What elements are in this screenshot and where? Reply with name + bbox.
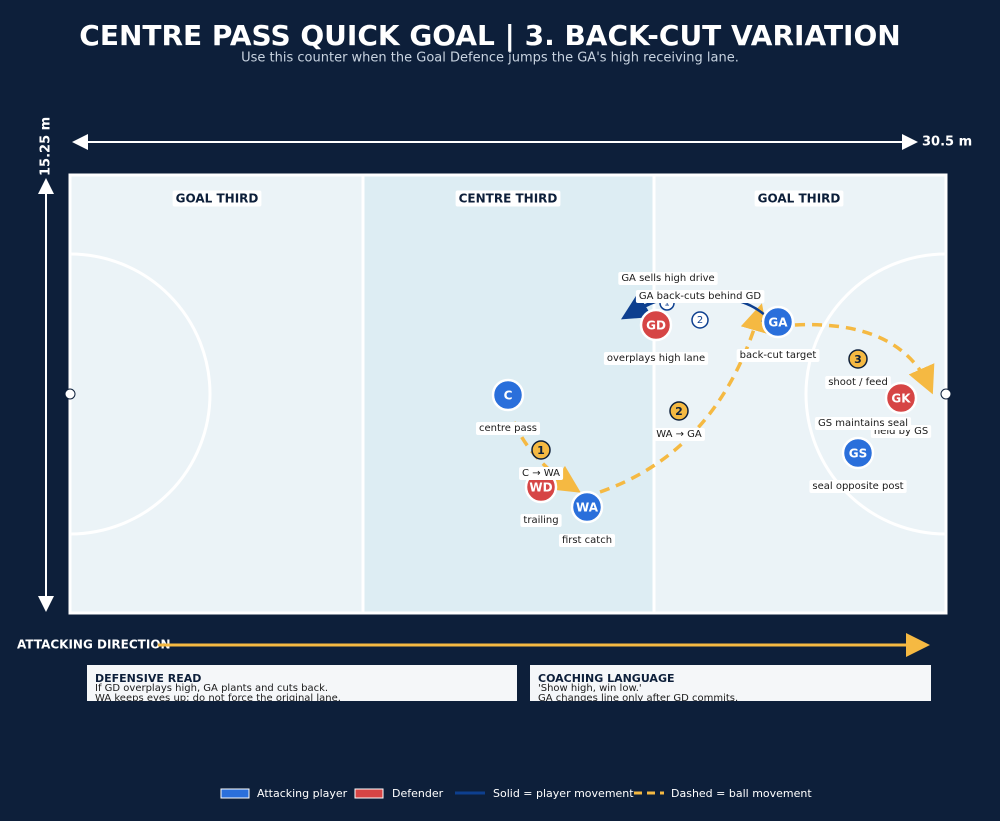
player-note: trailing: [523, 515, 558, 526]
label-box: [635, 290, 765, 303]
movement-label: GA sells high drive: [621, 273, 714, 284]
panel-line: 'Show high, win low.': [538, 683, 642, 694]
label-box: [653, 428, 705, 441]
legend-label: Attacking player: [257, 787, 348, 800]
annotation: GS maintains seal: [818, 418, 908, 429]
label-box: [475, 422, 541, 435]
step-label: shoot / feed: [828, 377, 888, 388]
player-note: centre pass: [479, 423, 537, 434]
player: [570, 490, 604, 524]
step-number: 1: [537, 444, 545, 457]
court: [64, 173, 952, 615]
label-box: [520, 514, 562, 527]
player-label: GD: [646, 319, 666, 333]
player-label: C: [504, 389, 513, 403]
legend-swatch: [354, 788, 384, 799]
panel: DEFENSIVE READ If GD overplays high, GA …: [87, 665, 517, 704]
step-label: WA → GA: [656, 429, 702, 440]
player: [761, 305, 795, 339]
zone-label: GOAL THIRD: [176, 192, 259, 206]
panel-title: COACHING LANGUAGE: [538, 672, 675, 685]
player: [884, 381, 918, 415]
subtitle: Use this counter when the Goal Defence j…: [241, 51, 739, 66]
label-box: [736, 349, 820, 362]
legend-label: Defender: [392, 787, 444, 800]
player-label: GK: [891, 392, 911, 406]
label-box: [618, 272, 718, 285]
label-box: [172, 190, 262, 207]
legend-label: Solid = player movement: [493, 787, 634, 800]
player-label: GS: [849, 447, 868, 461]
player: [841, 436, 875, 470]
legend-swatch: [220, 788, 250, 799]
player-label: WA: [576, 501, 599, 515]
zone-label: CENTRE THIRD: [459, 192, 558, 206]
title: CENTRE PASS QUICK GOAL | 3. BACK-CUT VAR…: [79, 19, 900, 52]
panel: COACHING LANGUAGE 'Show high, win low.' …: [530, 665, 931, 704]
player: [491, 378, 525, 412]
label-box: [825, 376, 891, 389]
player-note: back-cut target: [740, 350, 817, 361]
player-label: WD: [529, 481, 552, 495]
legend: Attacking player Defender Solid = player…: [220, 787, 812, 800]
ball-path: [794, 322, 935, 395]
width-label: 15.25 m: [39, 117, 54, 176]
length-label: 30.5 m: [922, 135, 972, 150]
movement-marker: [691, 311, 709, 329]
panel-line: If GD overplays high, GA plants and cuts…: [95, 683, 328, 694]
player-note: held by GS: [874, 426, 928, 437]
label-box: [603, 352, 709, 365]
player-note: seal opposite post: [812, 481, 903, 492]
label-box: [558, 534, 616, 547]
step-marker: [669, 401, 689, 421]
step-number: 3: [854, 353, 862, 366]
player-label: GA: [768, 316, 788, 330]
movement-number: 1: [664, 299, 670, 309]
player-note: first catch: [562, 535, 612, 546]
step-number: 2: [675, 405, 683, 418]
step-marker: [531, 440, 551, 460]
label-box: [519, 467, 564, 480]
label-box: [814, 417, 912, 430]
label-box: [754, 190, 844, 207]
player-note: overplays high lane: [607, 353, 705, 364]
zone-label: GOAL THIRD: [758, 192, 841, 206]
player: [639, 308, 673, 342]
legend-label: Dashed = ball movement: [671, 787, 812, 800]
movement-label: GA back-cuts behind GD: [639, 291, 762, 302]
label-box: [809, 480, 907, 493]
direction-label: ATTACKING DIRECTION: [17, 638, 171, 652]
label-box: [455, 190, 561, 207]
step-marker: [848, 349, 868, 369]
ball-path: [599, 303, 768, 494]
step-label: C → WA: [522, 468, 560, 479]
panel-line: WA keeps eyes up; do not force the origi…: [95, 693, 341, 704]
panel-title: DEFENSIVE READ: [95, 672, 201, 685]
panel-line: GA changes line only after GD commits.: [538, 693, 738, 704]
movement-number: 2: [697, 315, 703, 326]
